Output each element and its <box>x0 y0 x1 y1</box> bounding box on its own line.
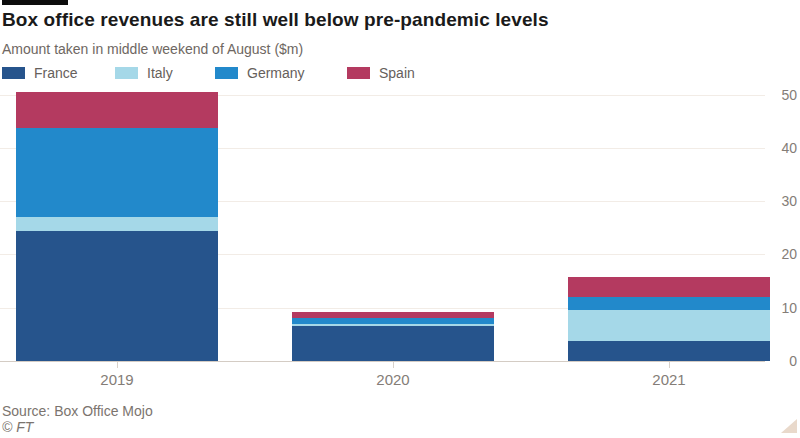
bar-segment-italy-2019 <box>16 217 218 231</box>
bar-segment-germany-2021 <box>568 297 770 310</box>
y-axis-tick-label: 40 <box>757 140 797 156</box>
bar-segment-spain-2020 <box>292 312 494 318</box>
bar-segment-france-2020 <box>292 326 494 361</box>
bar-segment-spain-2019 <box>16 92 218 128</box>
bar-segment-france-2019 <box>16 231 218 361</box>
bar-segment-italy-2021 <box>568 310 770 341</box>
x-axis-tick-label: 2021 <box>629 371 709 388</box>
bar-segment-germany-2020 <box>292 318 494 323</box>
x-axis-tick-label: 2020 <box>353 371 433 388</box>
x-axis-tick-mark <box>393 362 394 368</box>
bar-segment-germany-2019 <box>16 128 218 217</box>
chart-card: Box office revenues are still well below… <box>0 0 800 438</box>
y-axis-tick-label: 20 <box>757 246 797 262</box>
ft-credit: © FT <box>2 419 33 435</box>
x-axis-tick-mark <box>117 362 118 368</box>
source-note: Source: Box Office Mojo <box>2 403 153 419</box>
y-axis-tick-label: 50 <box>757 87 797 103</box>
x-axis-baseline <box>0 361 765 362</box>
bar-segment-france-2021 <box>568 341 770 361</box>
y-axis-tick-label: 30 <box>757 193 797 209</box>
x-axis-tick-label: 2019 <box>77 371 157 388</box>
resize-handle-icon <box>781 419 797 433</box>
bar-segment-italy-2020 <box>292 324 494 327</box>
chart-plot-area: 01020304050201920202021 <box>0 0 800 438</box>
bar-segment-spain-2021 <box>568 277 770 297</box>
x-axis-tick-mark <box>669 362 670 368</box>
